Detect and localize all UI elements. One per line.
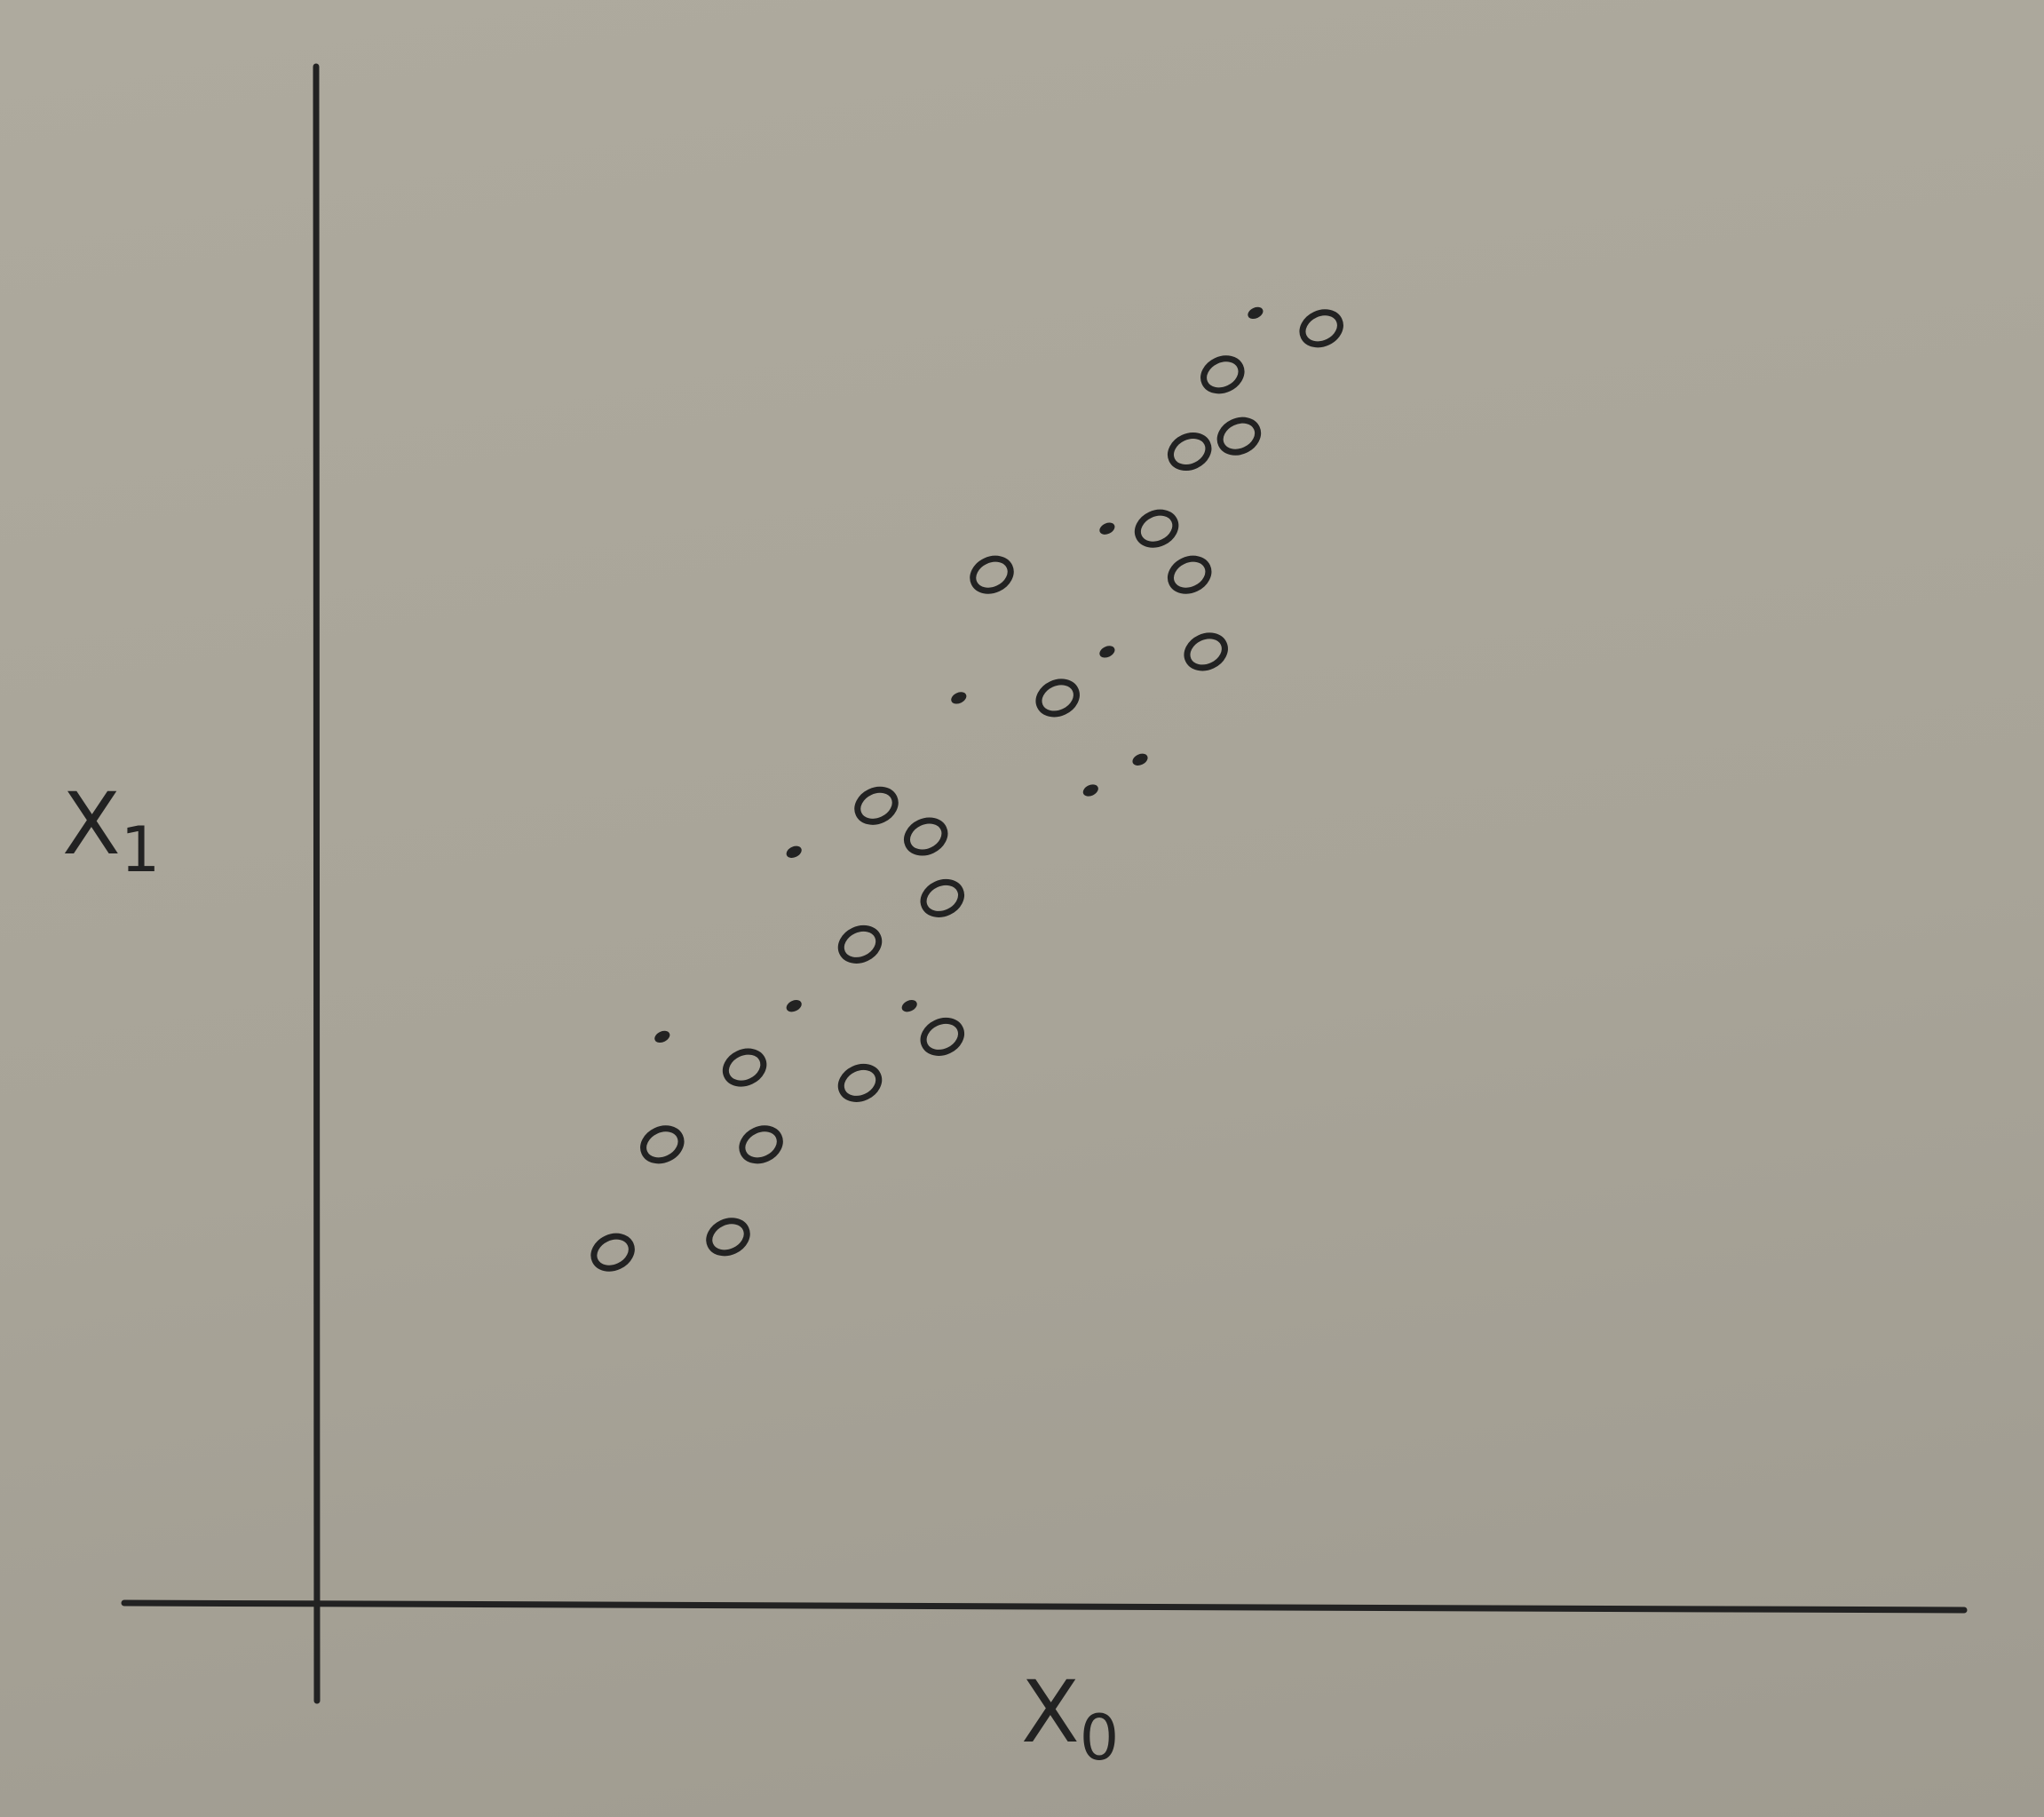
- data-point-4: [722, 1048, 767, 1087]
- data-point-3: [739, 1125, 783, 1164]
- data-point-7: [837, 1063, 883, 1102]
- data-point-18: [1082, 784, 1098, 797]
- x-axis-line: [121, 1599, 1968, 1614]
- data-point-27: [1216, 417, 1262, 456]
- y-axis-label: X1: [62, 782, 160, 881]
- data-point-6: [786, 1000, 802, 1012]
- data-points: [590, 306, 1343, 1272]
- data-point-22: [1134, 509, 1179, 548]
- data-point-8: [837, 924, 883, 964]
- data-point-28: [1248, 306, 1264, 320]
- data-point-10: [854, 786, 899, 825]
- y-axis-label-subscript: 1: [120, 813, 161, 887]
- data-point-21: [1132, 753, 1148, 766]
- data-point-20: [1099, 522, 1115, 535]
- data-point-11: [904, 817, 948, 856]
- data-point-29: [1299, 309, 1343, 348]
- data-point-15: [951, 692, 967, 704]
- x-axis-label-text: X: [1021, 1662, 1080, 1762]
- x-axis-label: X0: [1021, 1670, 1119, 1769]
- data-point-0: [590, 1233, 635, 1272]
- data-point-23: [1168, 432, 1212, 471]
- data-point-5: [654, 1030, 670, 1043]
- data-point-25: [1184, 632, 1228, 671]
- data-point-24: [1168, 555, 1212, 594]
- y-axis-line: [313, 63, 321, 1704]
- data-point-12: [920, 878, 964, 917]
- data-point-26: [1200, 355, 1245, 394]
- data-point-17: [1035, 678, 1080, 718]
- data-point-19: [1099, 646, 1115, 658]
- data-point-16: [970, 555, 1014, 594]
- x-axis-label-subscript: 0: [1079, 1702, 1120, 1775]
- data-point-13: [901, 1000, 917, 1012]
- data-point-1: [706, 1218, 750, 1257]
- data-point-14: [920, 1017, 964, 1056]
- data-point-9: [786, 845, 802, 858]
- data-point-2: [640, 1125, 685, 1164]
- y-axis-label-text: X: [62, 774, 121, 874]
